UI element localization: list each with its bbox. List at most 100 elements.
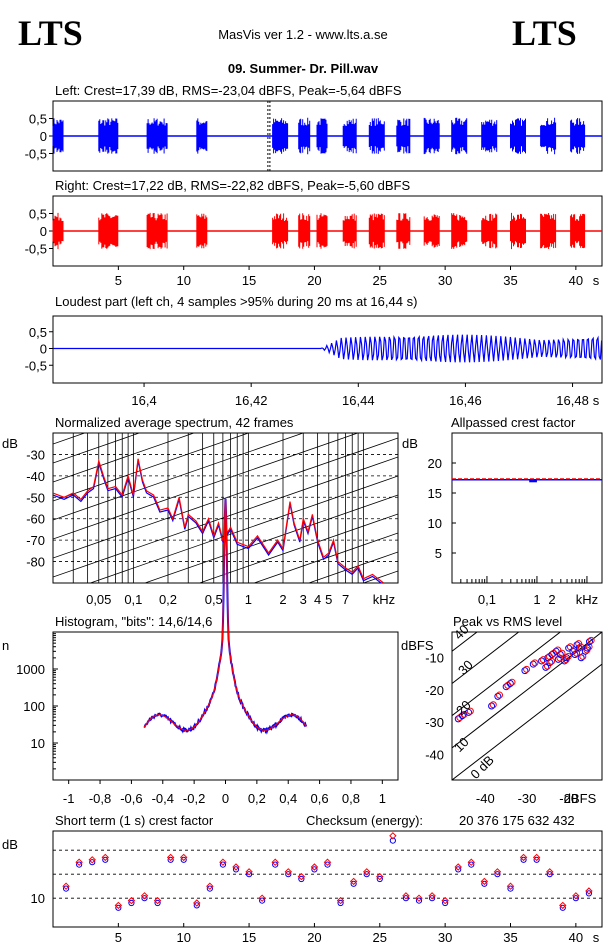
peak-rms-ytick-label: -30	[425, 715, 444, 730]
short-term-point	[572, 895, 579, 902]
peak-rms-point	[539, 656, 547, 664]
short-term-xtick-label: 20	[307, 930, 321, 945]
loudest-xtick-label: 16,4	[131, 393, 156, 408]
short-term-point	[127, 896, 136, 905]
spectrum-slope-line	[143, 494, 398, 583]
peak-rms-point	[563, 654, 571, 662]
peak-rms-point	[538, 657, 546, 665]
short-term-point	[480, 877, 489, 886]
short-term-point	[272, 861, 279, 868]
hist-ytick-label: 10	[31, 736, 45, 751]
short-term-point	[428, 892, 436, 900]
short-term-point	[363, 871, 370, 878]
short-term-point	[467, 858, 475, 866]
short-term-point	[559, 901, 567, 910]
short-term-xtick-label: 15	[242, 930, 256, 945]
spectrum-xtick-label: 1	[245, 592, 252, 607]
checksum-label: Checksum (energy):	[306, 813, 423, 828]
peak-rms-point	[523, 665, 531, 673]
spectrum-ytick-label: -60	[26, 512, 45, 527]
right-waveform-ytick-label: -0,5	[25, 242, 47, 257]
short-term-point	[232, 866, 240, 873]
loudest-frame	[52, 315, 603, 384]
peak-rms-crest-line	[452, 632, 562, 717]
spectrum-xtick-label: 0,1	[124, 592, 142, 607]
short-term-point	[455, 866, 462, 873]
crest-ylabel: dB	[402, 436, 418, 451]
short-term-point	[140, 892, 149, 900]
spectrum-xtick-label: 3	[300, 592, 307, 607]
short-term-point	[259, 897, 266, 904]
short-term-point	[376, 875, 383, 883]
spectrum-slope-line	[53, 590, 398, 710]
short-term-ytick-label: 10	[31, 891, 45, 906]
loudest-axis-unit: s	[593, 393, 600, 408]
short-term-xtick-label: 30	[438, 930, 452, 945]
time-xtick-label: 30	[438, 273, 452, 288]
peak-rms-point	[460, 710, 468, 718]
crest-ytick-label: 20	[428, 456, 442, 471]
hist-xtick-label: 1	[379, 791, 386, 806]
crest-frame	[451, 432, 603, 584]
short-term-point	[493, 868, 502, 876]
short-term-ylabel: dB	[2, 837, 18, 852]
time-xtick-label: 20	[307, 273, 321, 288]
spectrum-slope-line	[362, 570, 398, 583]
hist-xtick-label: 0,8	[342, 791, 360, 806]
peak-rms-point	[548, 657, 556, 665]
peak-rms-point	[554, 655, 562, 663]
app-title: MasVis ver 1.2 - www.lts.a.se	[218, 27, 388, 42]
short-term-point	[389, 832, 397, 840]
peak-rms-point	[577, 643, 585, 651]
peak-rms-point	[531, 659, 539, 667]
short-term-point	[428, 895, 436, 902]
spectrum-xtick-label: 0,2	[159, 592, 177, 607]
peak-rms-axis-unit: dBFS	[564, 791, 597, 806]
short-term-point	[494, 871, 501, 878]
time-xtick-label: 5	[115, 273, 122, 288]
short-term-point	[219, 858, 227, 866]
short-term-xtick-label: 10	[176, 930, 190, 945]
spectrum-slope-line	[53, 267, 398, 387]
peak-rms-point	[542, 663, 550, 671]
short-term-point	[115, 904, 122, 911]
short-term-point	[166, 853, 175, 862]
peak-rms-point	[494, 692, 502, 700]
peak-rms-xtick-label: -40	[476, 791, 495, 806]
spectrum-slope-line	[53, 433, 141, 464]
spectrum-xtick-label: 4	[314, 592, 321, 607]
left-waveform-ytick-label: -0,5	[25, 147, 47, 162]
right-waveform-title: Right: Crest=17,22 dB, RMS=-22,82 dBFS, …	[55, 178, 410, 193]
spectrum-right-line	[53, 458, 384, 583]
short-term-point	[533, 856, 540, 863]
short-term-point	[285, 871, 292, 878]
loudest-xtick-label: 16,48	[556, 393, 589, 408]
short-term-point	[442, 899, 449, 907]
short-term-point	[468, 861, 475, 868]
short-term-point	[585, 887, 593, 895]
peak-rms-point	[496, 691, 503, 699]
short-term-point	[206, 882, 214, 890]
short-term-point	[311, 866, 318, 873]
short-term-point	[62, 882, 70, 890]
loudest-xtick-label: 16,44	[342, 393, 375, 408]
short-term-point	[258, 894, 266, 902]
time-axis-unit: s	[593, 273, 600, 288]
short-term-point	[546, 868, 554, 876]
peak-rms-point	[508, 678, 516, 686]
short-term-point	[454, 863, 462, 871]
peak-rms-xtick-label: -20	[559, 791, 578, 806]
peak-rms-crest-line	[452, 663, 602, 780]
spectrum-left-line	[53, 460, 382, 583]
time-xtick-label: 15	[242, 273, 256, 288]
peak-rms-point	[466, 707, 474, 715]
peak-rms-ytick-label: -20	[425, 683, 444, 698]
hist-xtick-label: 0,6	[311, 791, 329, 806]
spectrum-xtick-label: 7	[342, 592, 349, 607]
spectrum-slope-line	[53, 433, 305, 521]
hist-right-line	[143, 498, 307, 731]
short-term-point	[324, 861, 331, 868]
peak-rms-point	[556, 654, 564, 662]
right-waveform-ytick-label: 0	[40, 224, 47, 239]
loudest-ytick-label: -0,5	[25, 358, 47, 373]
